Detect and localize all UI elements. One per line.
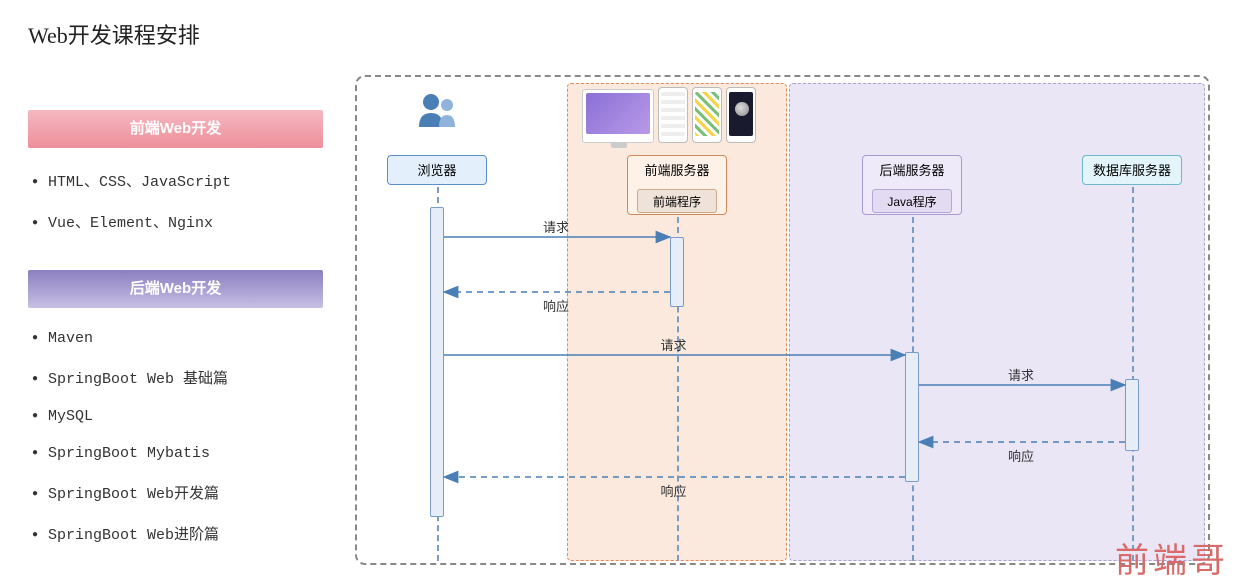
participant-browser: 浏览器 xyxy=(387,155,487,185)
section-item: Maven xyxy=(32,320,323,357)
lifeline-db xyxy=(1132,187,1134,561)
section-header-frontend: 前端Web开发 xyxy=(28,110,323,148)
section-header-backend: 后端Web开发 xyxy=(28,270,323,308)
activation-browser xyxy=(430,207,444,517)
section-item: SpringBoot Web 基础篇 xyxy=(32,357,323,398)
page-title: Web开发课程安排 xyxy=(0,0,1234,50)
participant-sub-fe: 前端程序 xyxy=(637,189,717,213)
message-label: 请求 xyxy=(661,335,687,354)
watermark: 前端哥 xyxy=(1115,533,1229,582)
section-item: SpringBoot Mybatis xyxy=(32,435,323,472)
section-item: SpringBoot Web进阶篇 xyxy=(32,513,323,554)
devices-illustration xyxy=(582,87,756,143)
section-item: HTML、CSS、JavaScript xyxy=(32,160,323,201)
activation-be xyxy=(905,352,919,482)
sequence-diagram: 浏览器前端服务器前端程序后端服务器Java程序数据库服务器 请求响应请求请求响应… xyxy=(355,75,1210,565)
message-label: 请求 xyxy=(543,217,569,236)
message-label: 响应 xyxy=(661,481,687,500)
activation-db xyxy=(1125,379,1139,451)
users-icon xyxy=(415,91,461,136)
phone-icons-icon xyxy=(692,87,722,143)
section-item: SpringBoot Web开发篇 xyxy=(32,472,323,513)
phone-dark-icon xyxy=(726,87,756,143)
phone-light-icon xyxy=(658,87,688,143)
message-label: 响应 xyxy=(1008,446,1034,465)
section-item: Vue、Element、Nginx xyxy=(32,201,323,242)
message-label: 请求 xyxy=(1008,365,1034,384)
section-items-frontend: HTML、CSS、JavaScriptVue、Element、Nginx xyxy=(32,160,323,242)
activation-fe xyxy=(670,237,684,307)
message-label: 响应 xyxy=(543,296,569,315)
participant-db: 数据库服务器 xyxy=(1082,155,1182,185)
section-item: MySQL xyxy=(32,398,323,435)
sidebar: 前端Web开发 HTML、CSS、JavaScriptVue、Element、N… xyxy=(28,110,323,582)
desktop-icon xyxy=(582,89,654,143)
section-items-backend: MavenSpringBoot Web 基础篇MySQLSpringBoot M… xyxy=(32,320,323,554)
participant-sub-be: Java程序 xyxy=(872,189,952,213)
